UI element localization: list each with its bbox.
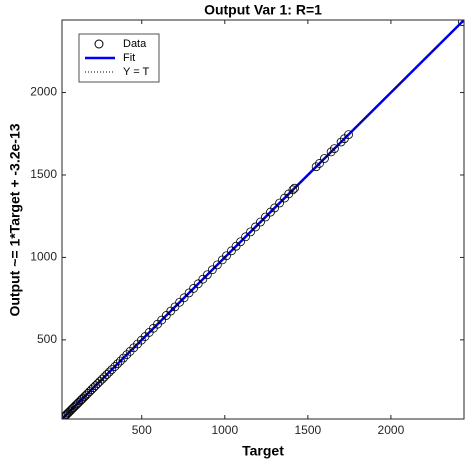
data-point [256, 217, 265, 227]
data-point [99, 372, 109, 382]
data-point [290, 183, 299, 193]
data-point [270, 203, 280, 213]
data-point [275, 198, 285, 208]
x-tick-label: 1000 [211, 423, 238, 437]
y-tick-label: 1000 [30, 250, 57, 264]
data-point [251, 222, 260, 232]
x-tick-label: 2000 [378, 423, 405, 437]
y-tick-label: 2000 [30, 85, 57, 99]
data-point [63, 408, 73, 418]
data-point [330, 144, 339, 154]
x-tick-label: 500 [132, 423, 152, 437]
data-point [93, 379, 103, 388]
data-point [207, 265, 217, 275]
y-tick-label: 500 [37, 332, 57, 346]
data-point [288, 185, 298, 195]
data-point [198, 274, 208, 284]
data-point [457, 20, 464, 27]
plot-layer [62, 20, 464, 419]
data-point [119, 353, 128, 363]
data-point [170, 302, 180, 312]
data-point [326, 147, 336, 157]
y-axis-label: Output ~= 1*Target + -3.2e-13 [7, 123, 23, 316]
data-point [104, 367, 114, 377]
data-point [344, 130, 353, 139]
data-point [236, 237, 245, 247]
data-point [97, 374, 107, 384]
x-axis-label: Target [242, 443, 284, 459]
chart-title: Output Var 1: R=1 [204, 2, 322, 18]
data-point [189, 284, 198, 293]
data-point [107, 365, 117, 374]
axes-box [61, 19, 465, 420]
data-point [193, 279, 203, 289]
data-point [179, 293, 189, 303]
legend-label: Fit [123, 52, 135, 64]
data-point [227, 246, 236, 256]
identity-line [62, 20, 464, 419]
data-point [81, 390, 91, 400]
data-point [336, 137, 346, 147]
data-point [95, 377, 105, 386]
data-point [78, 393, 88, 403]
data-point [315, 159, 324, 168]
data-point [246, 227, 255, 237]
data-point [80, 392, 89, 402]
data-point [62, 409, 72, 419]
data-point [261, 212, 270, 222]
data-point [184, 288, 194, 298]
data-point [157, 315, 167, 325]
data-point [102, 370, 112, 379]
data-point [212, 260, 222, 270]
data-point [231, 241, 241, 251]
data-point [116, 356, 125, 366]
data-point [77, 395, 87, 404]
data-point [122, 350, 132, 360]
data-point [175, 297, 185, 307]
data-point [113, 359, 123, 369]
data-point [311, 162, 321, 172]
data-point [320, 154, 329, 163]
legend-marker [94, 39, 104, 49]
data-point [222, 251, 231, 261]
legend-label: Data [123, 38, 147, 50]
x-tick-label: 1500 [294, 423, 321, 437]
data-point [241, 232, 250, 242]
data-point [202, 270, 212, 280]
data-point [110, 362, 120, 371]
legend-label: Y = T [123, 66, 149, 78]
data-point [161, 311, 171, 320]
y-tick-label: 1500 [30, 167, 57, 181]
